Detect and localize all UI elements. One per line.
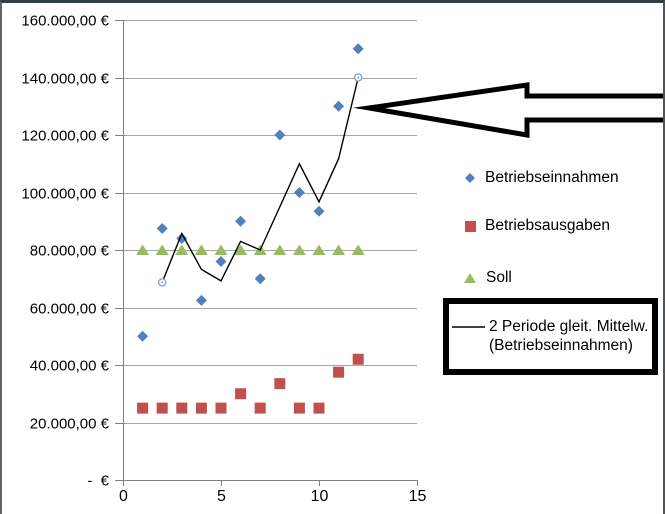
data-point-betriebseinnahmen[interactable] — [333, 100, 345, 112]
data-point-betriebseinnahmen[interactable] — [137, 330, 149, 342]
data-point-betriebsausgaben[interactable] — [333, 366, 345, 378]
data-point-betriebsausgaben[interactable] — [293, 402, 305, 414]
data-point-betriebsausgaben[interactable] — [156, 402, 168, 414]
legend-item-soll[interactable]: Soll — [462, 269, 512, 287]
legend-item-betriebsausgaben[interactable]: Betriebsausgaben — [463, 217, 610, 235]
data-point-betriebsausgaben[interactable] — [137, 402, 149, 414]
data-point-betriebsausgaben[interactable] — [352, 353, 364, 365]
data-point-soll[interactable] — [351, 244, 365, 256]
square-icon — [465, 221, 476, 232]
data-point-betriebseinnahmen[interactable] — [235, 215, 247, 227]
triangle-icon — [464, 273, 476, 283]
data-point-betriebsausgaben[interactable] — [274, 378, 286, 390]
x-axis-tick-label: 5 — [217, 488, 226, 505]
legend-label: Betriebsausgaben — [485, 217, 610, 234]
trendline-icon — [452, 326, 485, 328]
y-axis-tick-label: 100.000,00 € — [21, 186, 109, 203]
data-point-betriebsausgaben[interactable] — [215, 402, 227, 414]
legend-label: Betriebseinnahmen — [485, 169, 619, 186]
line-endpoint-handle-dot — [357, 76, 360, 79]
data-point-soll[interactable] — [175, 244, 189, 256]
data-point-betriebsausgaben[interactable] — [254, 402, 266, 414]
data-point-betriebsausgaben[interactable] — [235, 388, 247, 400]
y-axis-tick-label: 40.000,00 € — [30, 358, 110, 375]
legend-item-moving-average[interactable]: 2 Periode gleit. Mittelw. (Betriebseinna… — [451, 317, 648, 355]
diamond-icon — [465, 173, 475, 183]
highlight-box-annotation[interactable] — [443, 298, 658, 375]
y-axis-tick-label: 60.000,00 € — [30, 301, 110, 318]
data-point-soll[interactable] — [234, 244, 248, 256]
data-point-soll[interactable] — [136, 244, 150, 256]
data-point-betriebsausgaben[interactable] — [195, 402, 207, 414]
data-point-betriebsausgaben[interactable] — [176, 402, 188, 414]
data-point-soll[interactable] — [273, 244, 287, 256]
block-arrow-annotation[interactable] — [353, 82, 665, 138]
data-point-betriebseinnahmen[interactable] — [254, 273, 266, 285]
legend-item-betriebseinnahmen[interactable]: Betriebseinnahmen — [463, 169, 619, 187]
y-axis-tick-label: 20.000,00 € — [30, 416, 110, 433]
legend-label: Soll — [486, 269, 512, 286]
data-point-betriebseinnahmen[interactable] — [215, 256, 227, 267]
y-axis-tick-label: - € — [87, 473, 109, 490]
moving-average-line[interactable] — [161, 77, 359, 283]
data-point-betriebseinnahmen[interactable] — [352, 43, 364, 55]
data-point-soll[interactable] — [312, 244, 326, 256]
chart-plot: - € 20.000,00 € 40.000,00 € 60.000,00 € 80.0… — [21, 13, 665, 505]
data-point-betriebseinnahmen[interactable] — [274, 129, 286, 141]
line-endpoint-handle-dot — [161, 281, 164, 284]
y-axis-tick-label: 160.000,00 € — [21, 13, 109, 30]
y-axis-tick-label: 80.000,00 € — [30, 243, 110, 260]
x-axis-tick-label: 15 — [409, 488, 427, 505]
data-point-soll[interactable] — [214, 244, 228, 256]
x-axis-tick-label: 0 — [119, 488, 128, 505]
data-point-betriebseinnahmen[interactable] — [195, 294, 207, 306]
data-point-betriebsausgaben[interactable] — [313, 402, 325, 414]
x-axis-tick-label: 10 — [311, 488, 329, 505]
data-point-soll[interactable] — [332, 244, 346, 256]
data-point-soll[interactable] — [194, 244, 208, 256]
data-point-betriebseinnahmen[interactable] — [313, 205, 325, 217]
data-point-betriebseinnahmen[interactable] — [293, 187, 305, 198]
data-point-betriebseinnahmen[interactable] — [156, 222, 168, 234]
legend-label: 2 Periode gleit. Mittelw. (Betriebseinna… — [489, 318, 649, 354]
data-point-soll[interactable] — [292, 244, 306, 256]
data-point-soll[interactable] — [155, 244, 169, 256]
y-axis-tick-label: 120.000,00 € — [21, 128, 109, 145]
y-axis-tick-label: 140.000,00 € — [21, 71, 109, 88]
